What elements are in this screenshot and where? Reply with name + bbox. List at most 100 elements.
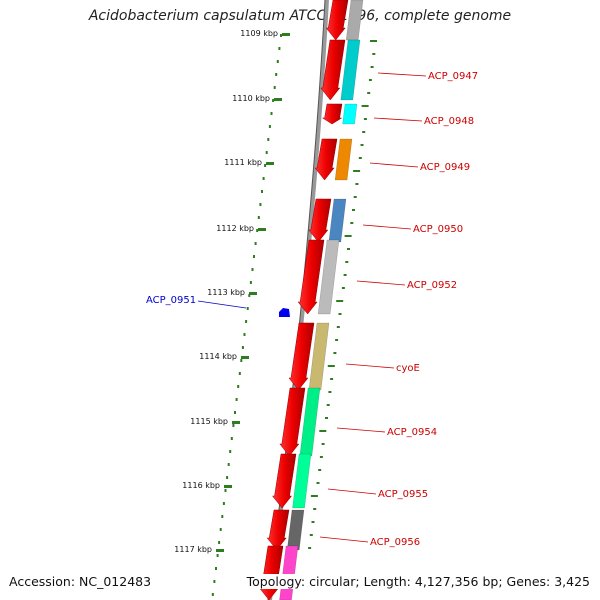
- gene-label-leader: [377, 72, 427, 77]
- scale-dot: [259, 203, 262, 206]
- kbp-tick-label: 1109 kbp: [240, 29, 278, 38]
- scale-dot: [253, 255, 255, 258]
- gene-arrow[interactable]: [279, 387, 306, 457]
- cog-category-box[interactable]: [340, 39, 361, 101]
- kbp-tick-label: 1113 kbp: [207, 288, 245, 297]
- outer-dot: [330, 378, 334, 380]
- scale-dot: [272, 99, 275, 102]
- scale-dot: [264, 164, 267, 167]
- outer-dot: [368, 79, 372, 81]
- outer-dot: [309, 534, 313, 536]
- kbp-tick-mark: [224, 485, 232, 488]
- cog-category-box[interactable]: [299, 387, 321, 457]
- scale-dot: [246, 307, 249, 310]
- scale-dot: [249, 281, 252, 284]
- gene-label[interactable]: ACP_0947: [428, 71, 478, 82]
- cog-category-box[interactable]: [334, 138, 353, 181]
- gene-label[interactable]: ACP_0952: [407, 280, 457, 291]
- outer-dot: [328, 391, 332, 393]
- scale-dot: [278, 47, 281, 50]
- scale-dot: [238, 372, 241, 375]
- outer-tick: [361, 105, 368, 107]
- scale-dot: [248, 294, 251, 297]
- scale-dot: [215, 567, 217, 570]
- gene-label-leader: [336, 427, 386, 433]
- kbp-tick-mark: [274, 98, 282, 101]
- gene-label[interactable]: ACP_0956: [370, 537, 420, 548]
- scale-dot: [256, 229, 259, 232]
- kbp-tick-label: 1112 kbp: [216, 224, 254, 233]
- scale-dot: [280, 34, 282, 37]
- outer-dot: [335, 339, 339, 341]
- scale-dot: [230, 437, 233, 440]
- gene-label-acp-0951[interactable]: ACP_0951: [146, 295, 196, 306]
- kbp-tick-mark: [241, 356, 249, 359]
- kbp-tick-mark: [249, 292, 257, 295]
- kbp-scale: [211, 33, 290, 596]
- scale-dot: [216, 554, 219, 557]
- gene-arrow[interactable]: [325, 0, 349, 41]
- scale-dot: [218, 541, 221, 544]
- outer-dot: [372, 53, 376, 55]
- cog-category-box[interactable]: [328, 198, 347, 243]
- cog-category-box[interactable]: [345, 0, 364, 41]
- kbp-tick-label: 1115 kbp: [190, 417, 228, 426]
- outer-dot: [326, 404, 330, 406]
- scale-dot: [268, 125, 271, 128]
- outer-tick: [344, 235, 351, 237]
- kbp-tick-mark: [282, 33, 290, 36]
- gene-arrow[interactable]: [288, 322, 315, 391]
- gene-label[interactable]: ACP_0949: [420, 162, 470, 173]
- gene-arrow[interactable]: [297, 239, 325, 315]
- kbp-tick-label: 1114 kbp: [199, 352, 237, 361]
- scale-dot: [234, 411, 236, 414]
- scale-dot: [276, 60, 279, 63]
- cog-category-box[interactable]: [279, 545, 299, 600]
- gene-arrow[interactable]: [308, 198, 332, 243]
- scale-dot: [211, 593, 214, 596]
- scale-dot: [273, 86, 276, 89]
- kbp-tick-mark: [232, 421, 240, 424]
- gene-label[interactable]: ACP_0950: [413, 224, 463, 235]
- gene-label[interactable]: ACP_0955: [378, 489, 428, 500]
- kbp-tick-label: 1116 kbp: [182, 481, 220, 490]
- gene-arrow[interactable]: [314, 138, 338, 181]
- gene-arrow[interactable]: [321, 103, 343, 125]
- kbp-tick-mark: [266, 162, 274, 165]
- gene-label[interactable]: ACP_0954: [387, 427, 437, 438]
- gene-labels: ACP_0947 ACP_0948 ACP_0949 ACP_0950 ACP_0952…: [319, 71, 478, 548]
- gene-label-leader: [319, 536, 369, 543]
- outer-dot: [343, 274, 347, 276]
- outer-dot: [370, 66, 374, 68]
- cog-category-box[interactable]: [286, 509, 305, 551]
- outer-dot: [345, 261, 349, 263]
- outer-dot: [355, 183, 359, 185]
- outer-dot: [308, 547, 312, 549]
- gene-label[interactable]: cyoE: [396, 363, 420, 374]
- outer-dot: [367, 92, 371, 94]
- scale-dot: [219, 528, 222, 531]
- minus-strand-feature-acp-0951[interactable]: [279, 308, 290, 317]
- outer-dot: [363, 118, 367, 120]
- outer-dot-track: [308, 40, 377, 549]
- gene-label-leader: [327, 488, 377, 495]
- gene-label-leader: [356, 280, 406, 286]
- scale-dot: [270, 112, 273, 115]
- cog-category-box[interactable]: [308, 322, 330, 391]
- gene-label[interactable]: ACP_0948: [424, 116, 474, 127]
- gene-arrow[interactable]: [272, 453, 297, 509]
- cog-category-box[interactable]: [292, 453, 312, 509]
- outer-tick: [370, 40, 376, 42]
- gene-arrow[interactable]: [266, 509, 290, 551]
- cog-category-box[interactable]: [317, 239, 340, 315]
- outer-dot: [319, 456, 323, 458]
- scale-dot: [226, 476, 229, 479]
- cog-category-box[interactable]: [342, 103, 358, 125]
- gene-arrow[interactable]: [259, 545, 284, 600]
- outer-dot: [347, 248, 350, 250]
- scale-dot: [235, 398, 238, 401]
- gene-track[interactable]: [259, 0, 364, 600]
- gene-arrow[interactable]: [320, 39, 346, 101]
- scale-dot: [222, 502, 225, 505]
